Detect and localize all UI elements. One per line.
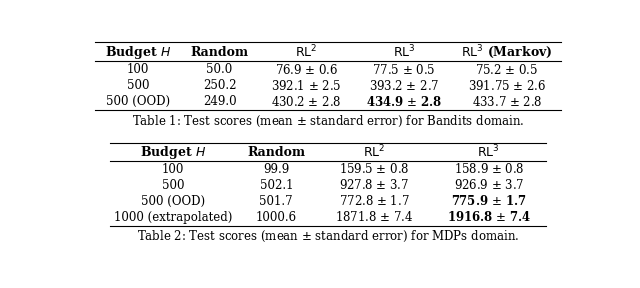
Text: 1000 (extrapolated): 1000 (extrapolated) xyxy=(114,211,232,224)
Text: 77.5 $\pm$ 0.5: 77.5 $\pm$ 0.5 xyxy=(372,62,436,77)
Text: 250.2: 250.2 xyxy=(203,79,236,92)
Text: $\mathrm{RL}^3$: $\mathrm{RL}^3$ xyxy=(392,44,415,60)
Text: Random: Random xyxy=(191,46,248,59)
Text: 1871.8 $\pm$ 7.4: 1871.8 $\pm$ 7.4 xyxy=(335,210,413,224)
Text: 430.2 $\pm$ 2.8: 430.2 $\pm$ 2.8 xyxy=(271,94,341,109)
Text: 99.9: 99.9 xyxy=(263,163,289,176)
Text: Table 1: Test scores (mean $\pm$ standard error) for Bandits domain.: Table 1: Test scores (mean $\pm$ standar… xyxy=(132,113,524,129)
Text: 926.9 $\pm$ 3.7: 926.9 $\pm$ 3.7 xyxy=(454,178,524,192)
Text: 775.9 $\pm$ 1.7: 775.9 $\pm$ 1.7 xyxy=(451,194,527,208)
Text: 500: 500 xyxy=(127,79,150,92)
Text: 159.5 $\pm$ 0.8: 159.5 $\pm$ 0.8 xyxy=(339,162,409,176)
Text: 500 (OOD): 500 (OOD) xyxy=(141,195,205,208)
Text: 501.7: 501.7 xyxy=(259,195,293,208)
Text: Budget $H$: Budget $H$ xyxy=(105,44,172,61)
Text: 100: 100 xyxy=(127,63,149,76)
Text: 1000.6: 1000.6 xyxy=(256,211,297,224)
Text: 392.1 $\pm$ 2.5: 392.1 $\pm$ 2.5 xyxy=(271,79,342,92)
Text: 1916.8 $\pm$ 7.4: 1916.8 $\pm$ 7.4 xyxy=(447,210,531,224)
Text: 75.2 $\pm$ 0.5: 75.2 $\pm$ 0.5 xyxy=(476,62,538,77)
Text: 772.8 $\pm$ 1.7: 772.8 $\pm$ 1.7 xyxy=(339,194,409,208)
Text: Table 2: Test scores (mean $\pm$ standard error) for MDPs domain.: Table 2: Test scores (mean $\pm$ standar… xyxy=(137,229,519,244)
Text: 50.0: 50.0 xyxy=(207,63,233,76)
Text: 393.2 $\pm$ 2.7: 393.2 $\pm$ 2.7 xyxy=(369,79,439,92)
Text: Random: Random xyxy=(247,146,305,159)
Text: 500 (OOD): 500 (OOD) xyxy=(106,95,170,108)
Text: 158.9 $\pm$ 0.8: 158.9 $\pm$ 0.8 xyxy=(454,162,524,176)
Text: 76.9 $\pm$ 0.6: 76.9 $\pm$ 0.6 xyxy=(275,62,338,77)
Text: $\mathrm{RL}^2$: $\mathrm{RL}^2$ xyxy=(363,144,385,160)
Text: 434.9 $\pm$ 2.8: 434.9 $\pm$ 2.8 xyxy=(366,94,442,109)
Text: 100: 100 xyxy=(162,163,184,176)
Text: 500: 500 xyxy=(162,179,184,192)
Text: 391.75 $\pm$ 2.6: 391.75 $\pm$ 2.6 xyxy=(468,79,546,92)
Text: $\mathrm{RL}^3$ (Markov): $\mathrm{RL}^3$ (Markov) xyxy=(461,43,553,61)
Text: 249.0: 249.0 xyxy=(203,95,236,108)
Text: 433.7 $\pm$ 2.8: 433.7 $\pm$ 2.8 xyxy=(472,94,542,109)
Text: $\mathrm{RL}^3$: $\mathrm{RL}^3$ xyxy=(477,144,500,160)
Text: $\mathrm{RL}^2$: $\mathrm{RL}^2$ xyxy=(295,44,317,60)
Text: 502.1: 502.1 xyxy=(260,179,293,192)
Text: 927.8 $\pm$ 3.7: 927.8 $\pm$ 3.7 xyxy=(339,178,409,192)
Text: Budget $H$: Budget $H$ xyxy=(140,144,206,161)
